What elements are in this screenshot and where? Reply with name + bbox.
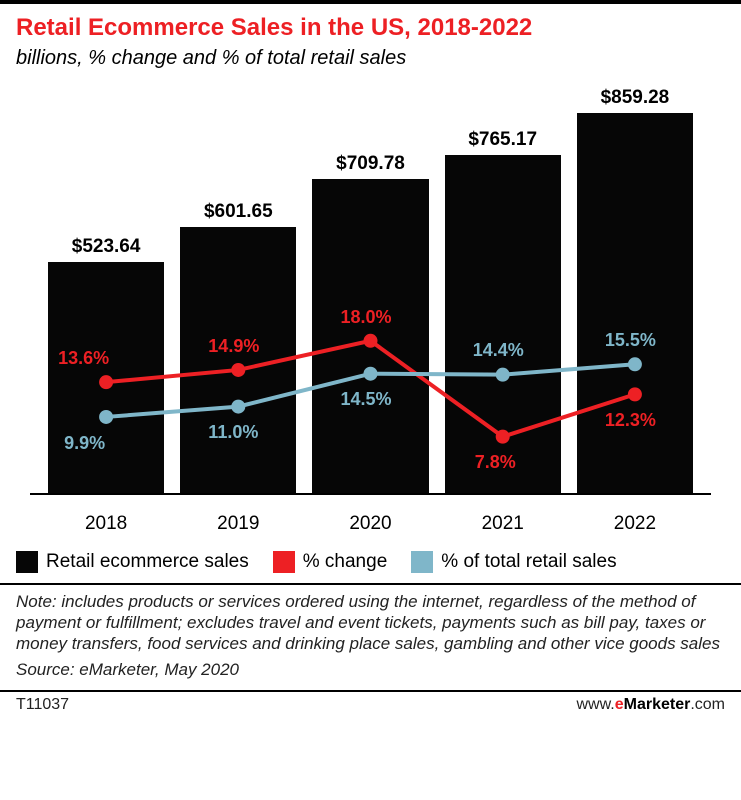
divider xyxy=(0,583,741,585)
line-marker xyxy=(496,367,510,381)
line-marker xyxy=(99,375,113,389)
chart-title: Retail Ecommerce Sales in the US, 2018-2… xyxy=(16,14,725,43)
legend-item: % of total retail sales xyxy=(411,551,616,573)
line-marker xyxy=(364,334,378,348)
chart-container: Retail Ecommerce Sales in the US, 2018-2… xyxy=(0,0,741,724)
line-value-label: 13.6% xyxy=(58,348,109,369)
legend: Retail ecommerce sales % change % of total… xyxy=(0,545,741,583)
x-axis-label: 2021 xyxy=(437,513,569,535)
lines-overlay xyxy=(30,95,711,495)
legend-label: Retail ecommerce sales xyxy=(46,551,249,573)
legend-label: % of total retail sales xyxy=(441,551,616,573)
chart-area: $523.64$601.65$709.78$765.17$859.28 13.6… xyxy=(0,95,741,545)
brand-suffix: .com xyxy=(690,696,725,713)
line-value-label: 9.9% xyxy=(64,433,105,454)
brand-prefix: www. xyxy=(576,696,614,713)
line-value-label: 18.0% xyxy=(341,307,392,328)
plot-area: $523.64$601.65$709.78$765.17$859.28 13.6… xyxy=(30,95,711,495)
legend-label: % change xyxy=(303,551,388,573)
line-marker xyxy=(231,399,245,413)
line-marker xyxy=(628,357,642,371)
line-value-label: 12.3% xyxy=(605,410,656,431)
brand-url: www.eMarketer.com xyxy=(576,696,725,714)
brand-e: e xyxy=(615,696,624,713)
line-value-label: 15.5% xyxy=(605,330,656,351)
line-marker xyxy=(496,429,510,443)
line-value-label: 11.0% xyxy=(208,422,258,443)
x-axis-label: 2019 xyxy=(172,513,304,535)
footer: T11037 www.eMarketer.com xyxy=(0,696,741,724)
x-axis-label: 2022 xyxy=(569,513,701,535)
legend-item: % change xyxy=(273,551,388,573)
source-text: Source: eMarketer, May 2020 xyxy=(0,659,741,684)
line-value-label: 14.9% xyxy=(208,336,259,357)
legend-item: Retail ecommerce sales xyxy=(16,551,249,573)
line-value-label: 14.4% xyxy=(473,340,524,361)
line-value-label: 14.5% xyxy=(341,389,392,410)
x-axis-labels: 20182019202020212022 xyxy=(30,513,711,535)
note-text: Note: includes products or services orde… xyxy=(0,591,741,659)
legend-swatch xyxy=(273,551,295,573)
legend-swatch xyxy=(411,551,433,573)
legend-swatch xyxy=(16,551,38,573)
x-axis-label: 2020 xyxy=(304,513,436,535)
chart-subtitle: billions, % change and % of total retail… xyxy=(16,45,725,71)
brand-rest: Marketer xyxy=(624,696,691,713)
line-marker xyxy=(99,410,113,424)
line-marker xyxy=(628,387,642,401)
line-marker xyxy=(231,363,245,377)
x-axis-label: 2018 xyxy=(40,513,172,535)
chart-code: T11037 xyxy=(16,696,69,714)
line-marker xyxy=(364,366,378,380)
x-axis-baseline xyxy=(30,493,711,495)
divider xyxy=(0,690,741,692)
header: Retail Ecommerce Sales in the US, 2018-2… xyxy=(0,4,741,75)
line-value-label: 7.8% xyxy=(475,452,516,473)
